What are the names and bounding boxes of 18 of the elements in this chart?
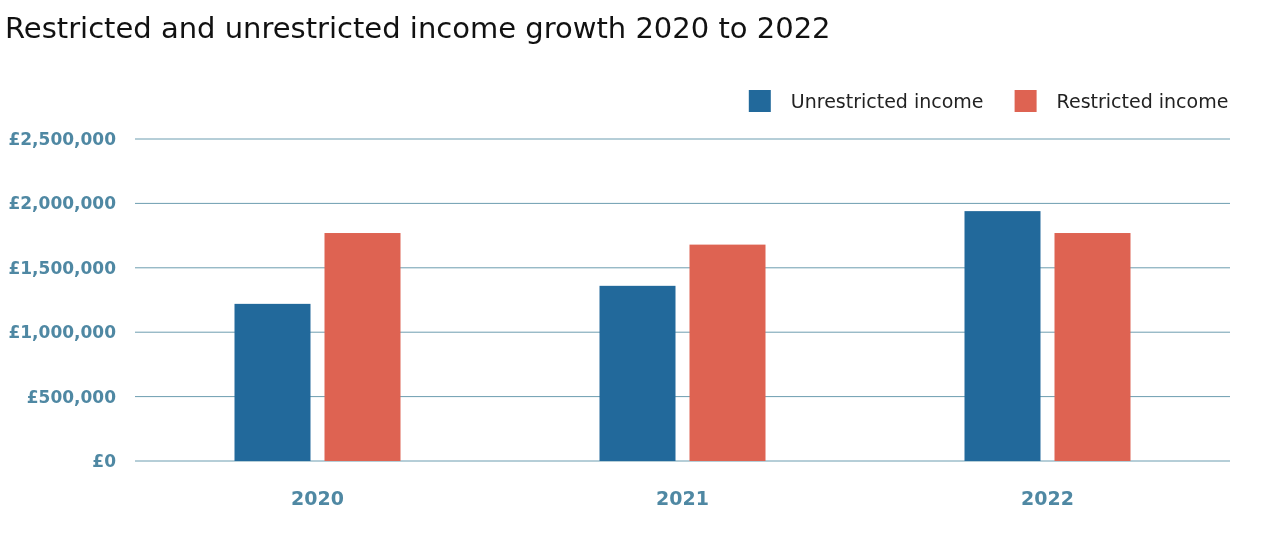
x-tick-label: 2022 [1021, 487, 1074, 509]
y-tick-label: £1,000,000 [8, 322, 117, 343]
y-tick-label: £2,000,000 [8, 193, 117, 214]
bar [599, 285, 676, 461]
bar [1054, 233, 1131, 461]
bar [964, 211, 1041, 461]
x-tick-label: 2020 [291, 487, 344, 509]
chart-title: Restricted and unrestricted income growth 2020 to 2022 [5, 11, 831, 45]
x-tick-label: 2021 [656, 487, 709, 509]
legend-label: Unrestricted income [790, 89, 984, 112]
y-tick-label: £1,500,000 [8, 257, 117, 278]
y-tick-label: £0 [92, 450, 117, 471]
y-tick-label: £500,000 [26, 386, 117, 407]
bar [324, 233, 401, 461]
y-tick-label: £2,500,000 [8, 128, 117, 149]
legend-label: Restricted income [1056, 89, 1229, 112]
bar [689, 244, 766, 461]
bar [234, 303, 311, 461]
